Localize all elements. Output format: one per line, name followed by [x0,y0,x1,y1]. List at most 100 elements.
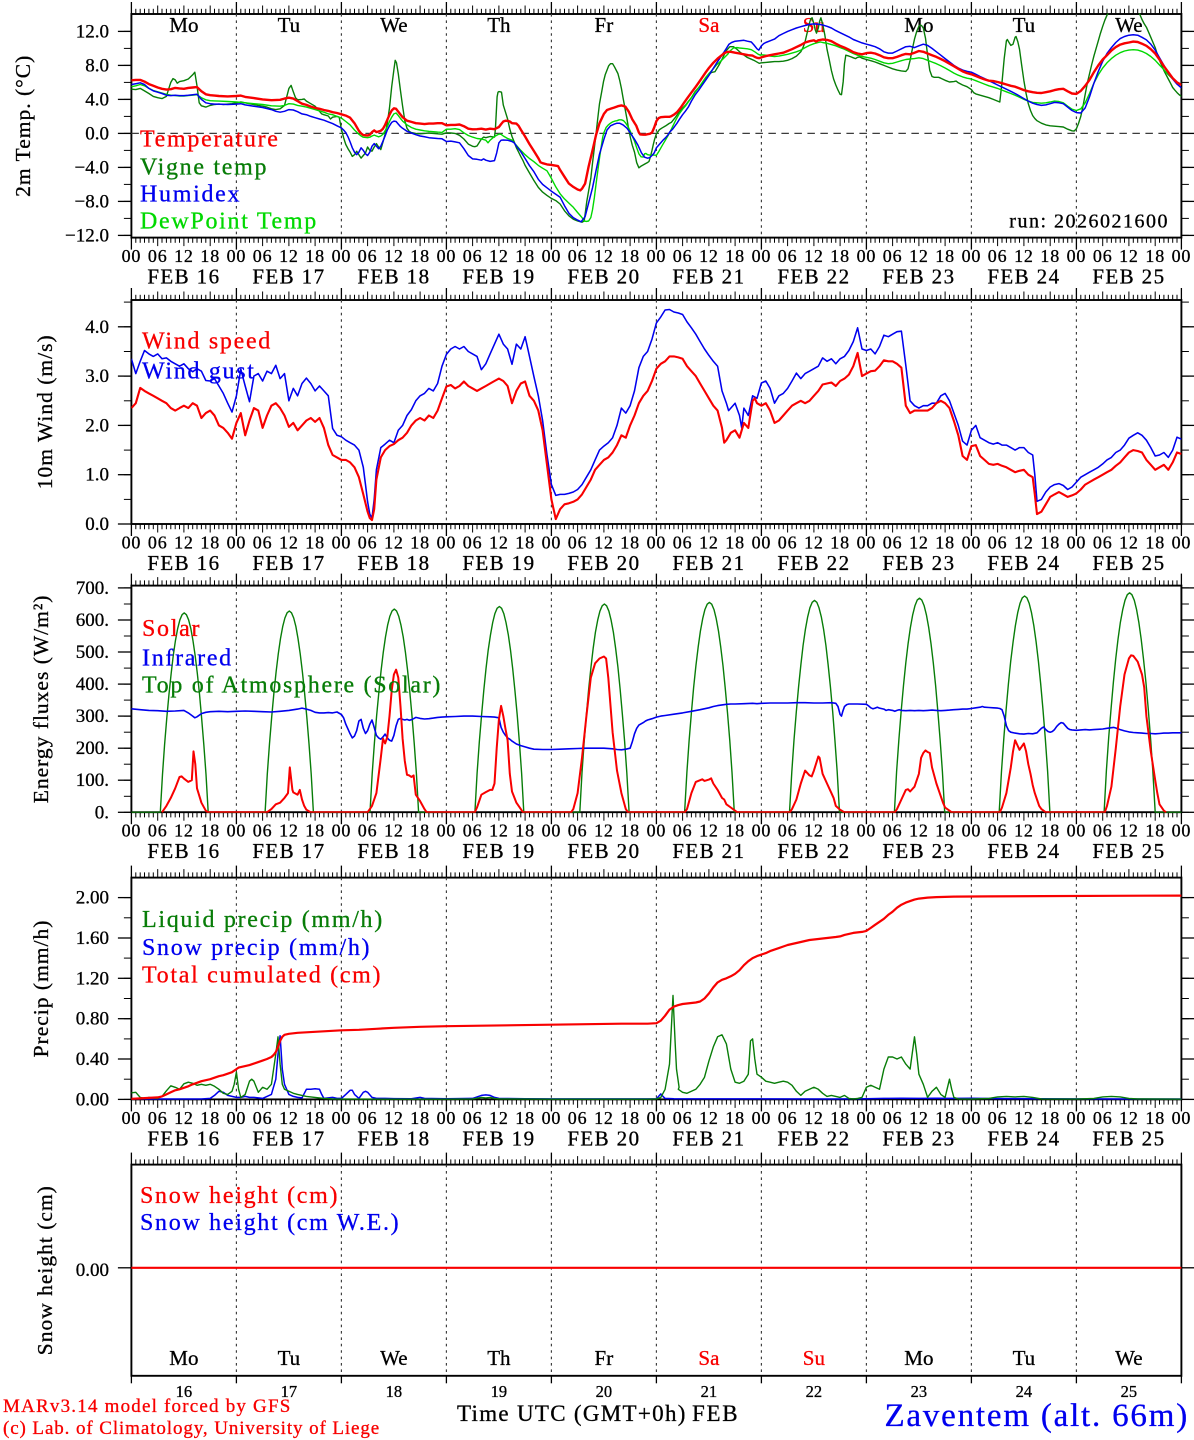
svg-text:00: 00 [857,821,877,841]
svg-text:06: 06 [253,1108,273,1128]
svg-text:3.0: 3.0 [85,366,109,387]
svg-text:06: 06 [673,533,693,553]
svg-text:06: 06 [358,246,378,266]
svg-text:run: 2026021600: run: 2026021600 [1009,211,1169,233]
svg-text:00: 00 [542,533,562,553]
svg-text:18: 18 [515,1108,535,1128]
svg-text:00: 00 [1067,246,1087,266]
svg-text:18: 18 [830,533,850,553]
svg-text:00: 00 [752,533,772,553]
svg-text:06: 06 [253,821,273,841]
svg-text:Snow height (cm): Snow height (cm) [140,1183,339,1209]
svg-text:24: 24 [1016,1382,1033,1401]
svg-text:00: 00 [1067,1108,1087,1128]
svg-text:12: 12 [909,533,929,553]
svg-text:Energy fluxes (W/m²): Energy fluxes (W/m²) [29,595,53,804]
svg-text:0.: 0. [95,802,109,823]
svg-text:12: 12 [174,1108,194,1128]
svg-text:Snow height (cm): Snow height (cm) [33,1185,57,1355]
svg-text:0.0: 0.0 [85,514,109,535]
svg-text:FEB 22: FEB 22 [777,265,850,289]
svg-text:12: 12 [804,821,824,841]
svg-text:18: 18 [620,1108,640,1128]
svg-text:Snow height (cm W.E.): Snow height (cm W.E.) [140,1210,400,1236]
svg-text:06: 06 [778,533,798,553]
svg-text:00: 00 [1172,533,1192,553]
svg-text:00: 00 [962,1108,982,1128]
svg-text:FEB 23: FEB 23 [882,551,955,575]
svg-text:12: 12 [804,246,824,266]
svg-text:FEB 21: FEB 21 [672,1126,745,1150]
svg-text:FEB 17: FEB 17 [252,551,325,575]
svg-text:06: 06 [883,821,903,841]
svg-text:Tu: Tu [278,13,301,37]
svg-text:FEB 22: FEB 22 [777,551,850,575]
svg-text:200.: 200. [76,738,109,759]
svg-text:00: 00 [962,821,982,841]
svg-text:00: 00 [227,1108,247,1128]
svg-text:12: 12 [594,533,614,553]
svg-text:00: 00 [1067,821,1087,841]
svg-text:FEB 23: FEB 23 [882,1126,955,1150]
svg-text:FEB 24: FEB 24 [987,839,1060,863]
svg-text:FEB 23: FEB 23 [882,265,955,289]
svg-text:06: 06 [1093,533,1113,553]
svg-text:FEB 24: FEB 24 [987,1126,1060,1150]
svg-text:18: 18 [410,246,430,266]
svg-text:12: 12 [909,1108,929,1128]
svg-text:FEB 23: FEB 23 [882,839,955,863]
svg-text:FEB 19: FEB 19 [462,551,535,575]
svg-text:12: 12 [699,821,719,841]
svg-text:00: 00 [542,1108,562,1128]
svg-text:00: 00 [752,1108,772,1128]
svg-text:18: 18 [305,821,325,841]
svg-text:18: 18 [935,246,955,266]
svg-text:Mo: Mo [904,13,933,37]
svg-text:100.: 100. [76,770,109,791]
svg-text:25: 25 [1121,1382,1138,1401]
svg-text:12: 12 [174,533,194,553]
svg-text:18: 18 [1040,821,1060,841]
svg-text:06: 06 [568,821,588,841]
svg-text:Sa: Sa [698,13,720,37]
svg-text:FEB 20: FEB 20 [567,839,640,863]
svg-text:Zaventem (alt. 66m): Zaventem (alt. 66m) [884,1398,1189,1434]
svg-text:0.00: 0.00 [76,1089,109,1110]
svg-text:FEB 16: FEB 16 [147,265,220,289]
svg-text:06: 06 [673,246,693,266]
svg-text:06: 06 [568,246,588,266]
svg-text:00: 00 [962,246,982,266]
svg-text:18: 18 [725,246,745,266]
svg-text:12: 12 [279,1108,299,1128]
svg-text:FEB 24: FEB 24 [987,551,1060,575]
svg-text:18: 18 [1145,533,1165,553]
svg-text:18: 18 [200,821,220,841]
svg-text:Mo: Mo [904,1346,933,1370]
svg-text:10m Wind (m/s): 10m Wind (m/s) [33,334,57,489]
svg-text:18: 18 [1040,246,1060,266]
svg-text:FEB 18: FEB 18 [357,839,430,863]
svg-text:(c) Lab. of Climatology, Unive: (c) Lab. of Climatology, University of L… [3,1418,380,1439]
svg-text:06: 06 [988,246,1008,266]
svg-text:FEB 16: FEB 16 [147,839,220,863]
svg-text:18: 18 [515,821,535,841]
svg-text:MARv3.14 model forced by GFS: MARv3.14 model forced by GFS [3,1396,292,1417]
svg-text:00: 00 [122,246,142,266]
svg-text:18: 18 [1145,821,1165,841]
svg-text:00: 00 [752,246,772,266]
svg-text:FEB 17: FEB 17 [252,265,325,289]
svg-text:12: 12 [384,1108,404,1128]
svg-text:300.: 300. [76,706,109,727]
svg-text:00: 00 [962,533,982,553]
svg-text:12: 12 [174,821,194,841]
svg-text:DewPoint Temp: DewPoint Temp [140,209,318,235]
svg-text:Liquid precip (mm/h): Liquid precip (mm/h) [142,907,384,933]
svg-text:12: 12 [489,533,509,553]
svg-text:Temperature: Temperature [140,127,280,153]
svg-text:FEB 22: FEB 22 [777,1126,850,1150]
svg-text:18: 18 [200,533,220,553]
svg-text:FEB 18: FEB 18 [357,551,430,575]
svg-text:Su: Su [803,1346,826,1370]
svg-text:06: 06 [1093,246,1113,266]
svg-text:FEB 19: FEB 19 [462,1126,535,1150]
